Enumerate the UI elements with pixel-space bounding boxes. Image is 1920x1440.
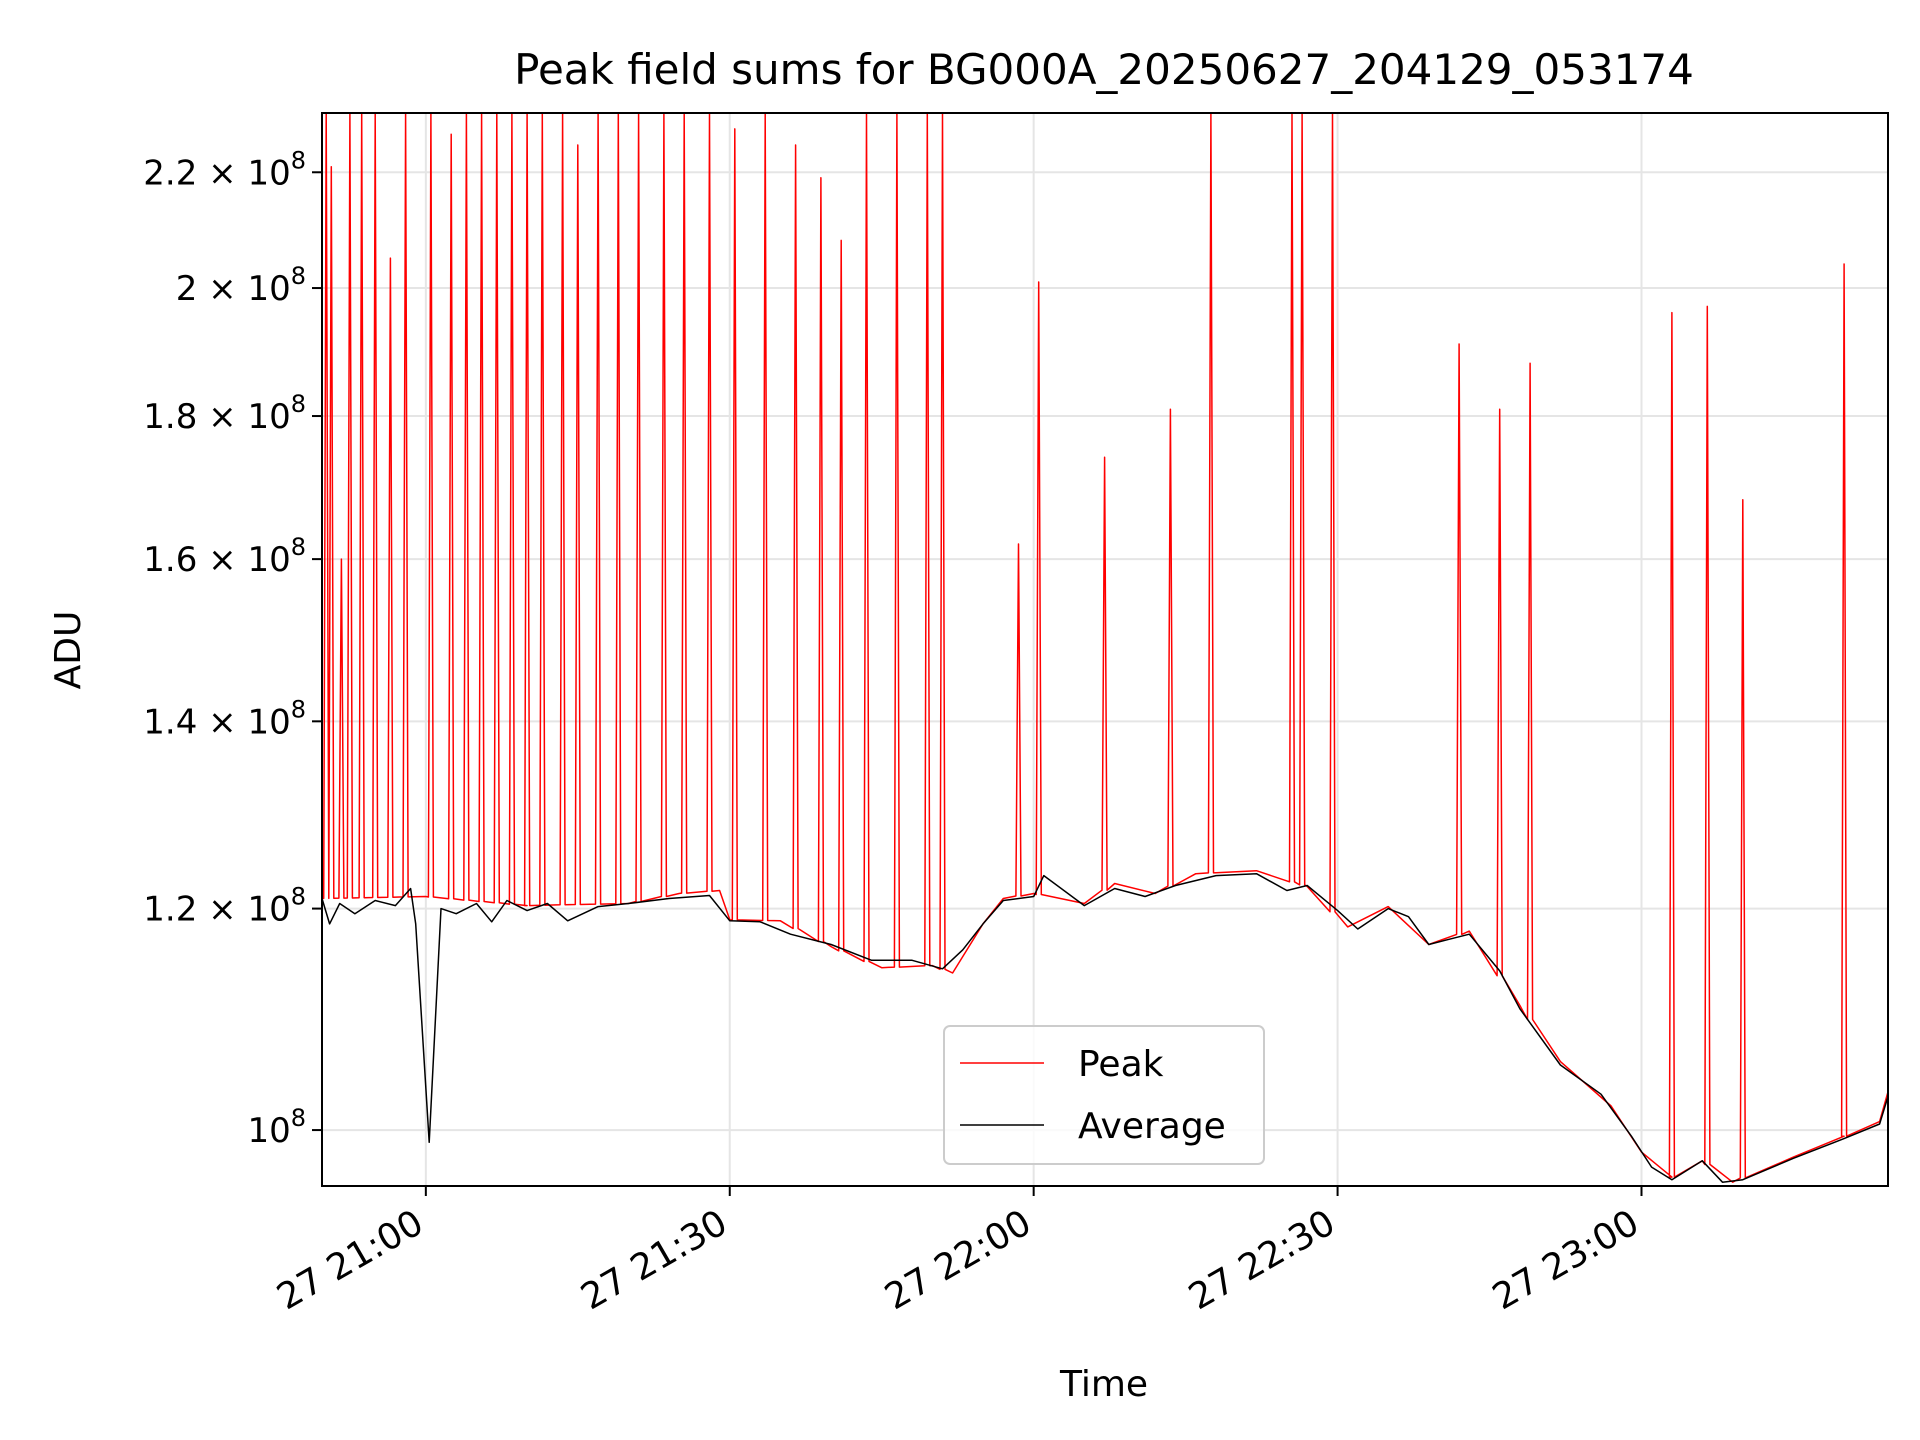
y-axis-label: ADU xyxy=(48,611,89,690)
series-layer xyxy=(322,113,1888,1183)
y-tick-label: 2.2 × 108 xyxy=(143,146,306,193)
y-tick-label: 2 × 108 xyxy=(176,262,306,309)
legend: Peak Average xyxy=(943,1025,1265,1165)
legend-box xyxy=(943,1025,1265,1165)
y-axis: 108 1.2 × 108 1.4 × 108 1.6 × 108 1.8 × 108 2… xyxy=(143,146,322,1151)
series-line-peak xyxy=(322,113,1888,1183)
y-tick-label: 1.6 × 108 xyxy=(143,533,306,580)
grid-lines xyxy=(322,113,1888,1186)
series-line-average xyxy=(322,872,1888,1183)
y-tick-label: 1.4 × 108 xyxy=(143,695,306,742)
plot-frame xyxy=(321,112,1889,1187)
legend-label-peak: Peak xyxy=(1078,1044,1164,1085)
x-axis-label: Time xyxy=(1059,1364,1148,1405)
y-tick-label: 108 xyxy=(247,1104,306,1151)
y-tick-label: 1.8 × 108 xyxy=(143,390,306,437)
y-tick-label: 1.2 × 108 xyxy=(143,883,306,930)
legend-label-average: Average xyxy=(1078,1106,1226,1147)
chart-title: Peak field sums for BG000A_20250627_2041… xyxy=(514,45,1694,94)
